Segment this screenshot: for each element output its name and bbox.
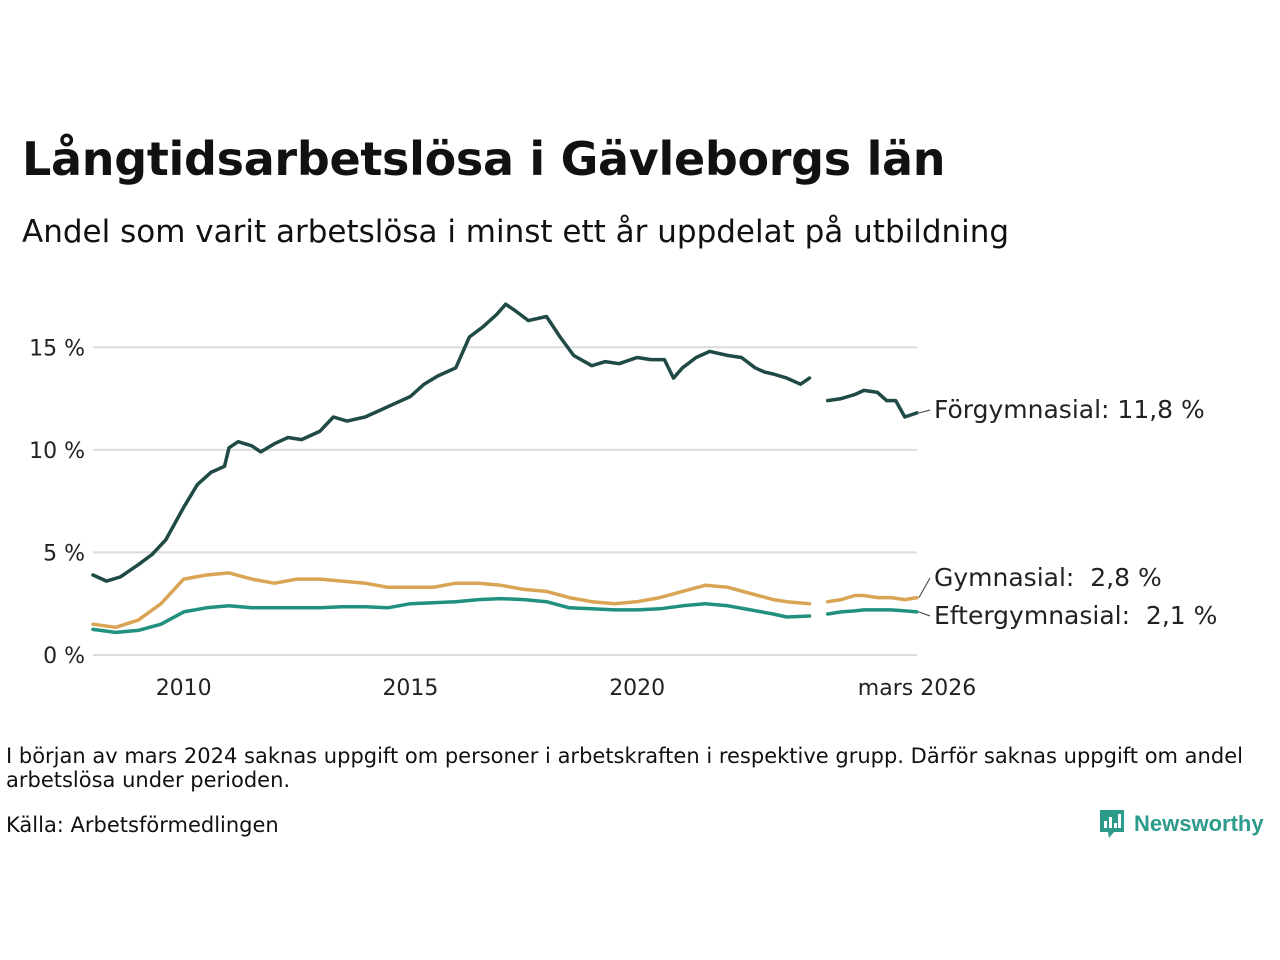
y-tick-label: 0 % [43,644,85,669]
series-line-förgymnasial [825,388,919,419]
series-line-eftergymnasial [91,596,812,635]
y-tick-label: 5 % [43,541,85,566]
series-line-förgymnasial [91,302,812,583]
x-tick-label: 2010 [156,676,212,701]
y-tick-label: 10 % [29,439,85,464]
x-tick-label: 2015 [382,676,438,701]
series-label: Eftergymnasial: 2,1 % [934,601,1217,630]
leader-line [918,611,931,617]
brand-name: Newsworthy [1134,811,1264,836]
chart-subtitle: Andel som varit arbetslösa i minst ett å… [22,214,1010,250]
series-line-gymnasial [825,593,919,604]
series-line-eftergymnasial [825,608,919,616]
y-tick-label: 15 % [29,336,85,361]
footnote: I början av mars 2024 saknas uppgift om … [6,744,1243,792]
series-label: Förgymnasial: 11,8 % [934,395,1205,424]
source-credit: Källa: Arbetsförmedlingen [6,813,279,837]
leader-line [918,409,931,414]
line-chart: 0 % 5 % 10 % 15 % 2010 2015 2020 mars 2026 Förgy… [29,302,1217,701]
series-label: Gymnasial: 2,8 % [934,563,1162,592]
chart-title: Långtidsarbetslösa i Gävleborgs län [22,132,946,186]
x-tick-label: mars 2026 [858,676,976,701]
x-tick-label: 2020 [609,676,665,701]
newsworthy-icon [1100,810,1124,838]
leader-line [918,577,931,598]
newsworthy-logo: Newsworthy [1098,808,1264,840]
series-line-gymnasial [91,571,812,630]
